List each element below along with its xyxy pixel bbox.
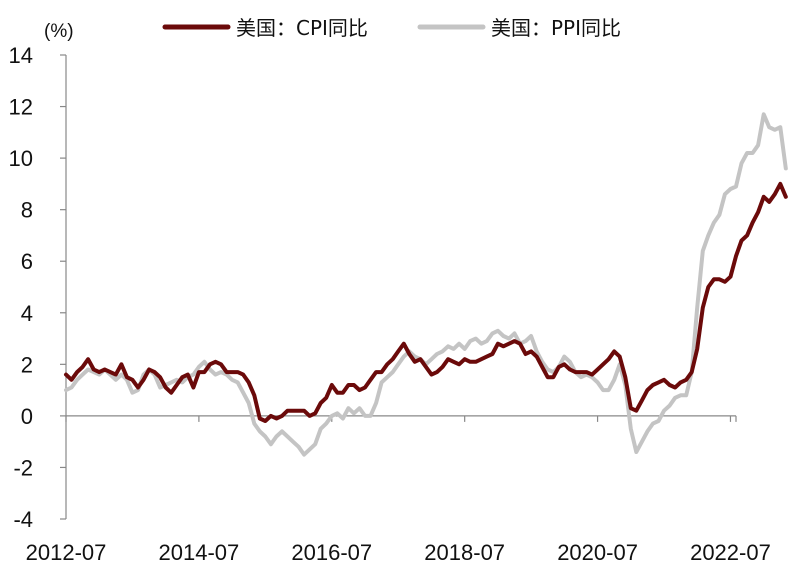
y-tick-label: 0	[21, 404, 33, 429]
legend: 美国：CPI同比 美国：PPI同比	[162, 16, 621, 40]
series-line	[64, 181, 788, 423]
x-tick-label: 2020-07	[557, 540, 638, 565]
x-axis: 2012-07 2014-07 2016-07 2018-07 2020-07 2022-…	[26, 415, 771, 565]
y-tick-label: 4	[21, 301, 33, 326]
y-tick-label: 14	[9, 43, 33, 68]
y-unit-label: (%)	[44, 21, 74, 42]
y-tick-label: 10	[9, 146, 33, 171]
x-tick-label: 2018-07	[424, 540, 505, 565]
y-tick-label: -4	[13, 507, 33, 532]
y-tick-label: 8	[21, 198, 33, 223]
plot-series	[64, 112, 788, 457]
legend-label: 美国：CPI同比	[236, 16, 368, 40]
series-line	[64, 112, 788, 457]
legend-label: 美国：PPI同比	[491, 16, 621, 40]
x-tick-label: 2014-07	[159, 540, 240, 565]
y-tick-label: 6	[21, 249, 33, 274]
y-tick-label: 12	[9, 95, 33, 120]
y-tick-label: -2	[13, 455, 33, 480]
x-tick-label: 2012-07	[26, 540, 107, 565]
x-tick-label: 2016-07	[291, 540, 372, 565]
y-axis: -4 -2 0 2 4 6 8 10 12 14	[9, 43, 67, 532]
y-tick-label: 2	[21, 352, 33, 377]
x-tick-label: 2022-07	[690, 540, 771, 565]
